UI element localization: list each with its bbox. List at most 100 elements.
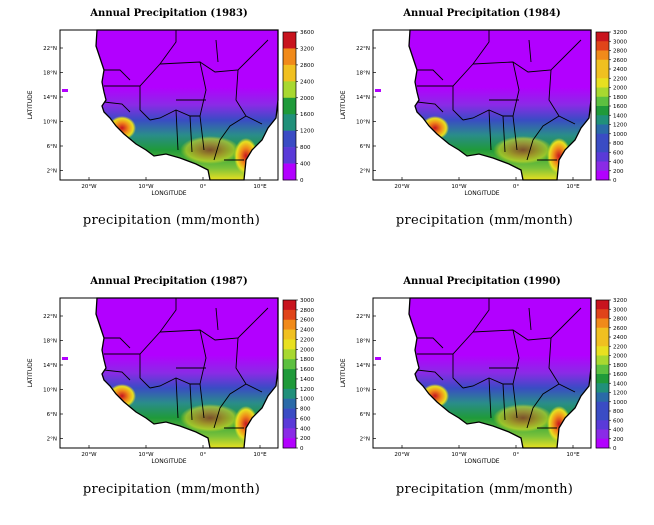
- colorbar-swatch: [283, 300, 296, 311]
- country-border: [189, 383, 193, 421]
- colorbar-tick-label: 2000: [300, 347, 314, 353]
- colorbar-tick-label: 1800: [613, 363, 627, 369]
- colorbar-swatch: [283, 64, 296, 82]
- colorbar-swatch: [596, 78, 609, 88]
- colorbar-tick-label: 3600: [300, 30, 314, 36]
- colorbar-swatch: [283, 398, 296, 409]
- colorbar: [282, 299, 297, 449]
- colorbar-tick-label: 1600: [613, 372, 627, 378]
- colorbar-swatch: [283, 438, 296, 449]
- country-border: [417, 337, 444, 349]
- colorbar-tick-label: 2200: [613, 344, 627, 350]
- colorbar-tick-label: 1000: [300, 397, 314, 403]
- colorbar-swatch: [596, 318, 609, 329]
- map-figure: Annual Precipitation (1984) 22°N 18°N 14°N 1…: [340, 8, 627, 197]
- colorbar-tick-label: 2400: [300, 79, 314, 85]
- country-border: [199, 61, 207, 151]
- country-border: [189, 115, 193, 153]
- x-tick-label: 10°E: [566, 184, 580, 190]
- panel-title: Annual Precipitation (1984): [402, 8, 560, 19]
- colorbar-tick-label: 3000: [613, 307, 627, 313]
- colorbar-tick-label: 600: [300, 416, 311, 422]
- country-border: [416, 101, 444, 113]
- colorbar-tick-label: 800: [300, 407, 311, 413]
- colorbar-tick-label: 1800: [613, 95, 627, 101]
- colorbar-swatch: [596, 152, 609, 162]
- y-tick-label: 10°N: [356, 120, 370, 126]
- colorbar-swatch: [596, 309, 609, 319]
- colorbar-swatch: [596, 429, 609, 440]
- island-marker: [62, 89, 68, 92]
- colorbar-swatch: [596, 374, 609, 384]
- colorbar-tick-label: 3000: [613, 39, 627, 45]
- colorbar-tick-label: 2400: [300, 328, 314, 334]
- colorbar-tick-label: 1400: [613, 113, 627, 119]
- map-panel-1984: Annual Precipitation (1984) 22°N 18°N 14°N 1…: [313, 0, 640, 257]
- y-tick-label: 18°N: [356, 339, 370, 345]
- country-border: [452, 354, 464, 389]
- country-border: [472, 39, 582, 73]
- y-tick-label: 18°N: [356, 71, 370, 77]
- colorbar-tick-label: 600: [613, 418, 624, 424]
- y-tick-label: 6°N: [360, 144, 370, 150]
- panel-caption: precipitation (mm/month): [395, 213, 574, 228]
- colorbar-tick-label: 200: [300, 436, 311, 442]
- colorbar-tick-label: 3200: [613, 30, 627, 36]
- country-border: [502, 115, 506, 153]
- colorbar-swatch: [596, 337, 609, 347]
- colorbar-swatch: [283, 329, 296, 340]
- colorbar-tick-label: 0: [613, 446, 617, 452]
- island-marker: [62, 357, 68, 360]
- y-tick-label: 18°N: [43, 71, 57, 77]
- x-axis-label: LONGITUDE: [464, 458, 499, 465]
- y-tick-label: 10°N: [43, 120, 57, 126]
- colorbar-tick-label: 0: [300, 178, 304, 184]
- x-tick-label: 10°E: [253, 452, 267, 458]
- colorbar-swatch: [596, 411, 609, 421]
- colorbar-tick-label: 2800: [300, 308, 314, 314]
- colorbar-tick-label: 2000: [613, 86, 627, 92]
- coastline: [408, 29, 592, 181]
- island-marker: [375, 357, 381, 360]
- colorbar-swatch: [283, 388, 296, 399]
- colorbar-swatch: [283, 418, 296, 429]
- colorbar-tick-label: 2600: [613, 58, 627, 64]
- colorbar-tick-label: 2400: [613, 335, 627, 341]
- country-border: [103, 101, 131, 113]
- colorbar-tick-label: 200: [613, 437, 624, 443]
- x-tick-label: 0°: [513, 452, 519, 458]
- y-tick-label: 14°N: [356, 363, 370, 369]
- y-tick-label: 2°N: [360, 437, 370, 443]
- island-marker: [375, 89, 381, 92]
- x-tick-label: 20°W: [81, 184, 97, 190]
- map-figure: Annual Precipitation (1990) 22°N 18°N 14°N 1…: [340, 276, 627, 465]
- x-tick-label: 10°W: [451, 452, 467, 458]
- colorbar-tick-label: 2200: [300, 337, 314, 343]
- colorbar-swatch: [283, 369, 296, 380]
- country-border: [528, 307, 532, 331]
- x-tick-label: 10°W: [138, 452, 154, 458]
- coastline: [95, 29, 279, 181]
- colorbar-swatch: [596, 327, 609, 338]
- y-tick-label: 10°N: [43, 388, 57, 394]
- colorbar-tick-label: 3000: [300, 298, 314, 304]
- colorbar-tick-label: 0: [613, 178, 617, 184]
- map-figure: Annual Precipitation (1983) 22°N 18°N 14°N 1…: [27, 8, 314, 197]
- x-tick-label: 10°W: [451, 184, 467, 190]
- country-border: [416, 369, 444, 381]
- colorbar-swatch: [596, 161, 609, 172]
- colorbar-tick-label: 1200: [300, 387, 314, 393]
- colorbar-swatch: [596, 383, 609, 393]
- colorbar-swatch: [596, 346, 609, 356]
- country-border: [103, 369, 131, 381]
- colorbar-swatch: [596, 401, 609, 412]
- country-border: [528, 39, 532, 63]
- country-border: [512, 61, 520, 151]
- map-panel-1987: Annual Precipitation (1987) 22°N 18°N 14°N 1…: [0, 268, 327, 525]
- colorbar-swatch: [283, 319, 296, 330]
- y-tick-label: 14°N: [356, 95, 370, 101]
- colorbar-swatch: [283, 48, 296, 66]
- country-border: [526, 383, 560, 429]
- panel-caption: precipitation (mm/month): [395, 482, 574, 497]
- panel-caption: precipitation (mm/month): [82, 482, 261, 497]
